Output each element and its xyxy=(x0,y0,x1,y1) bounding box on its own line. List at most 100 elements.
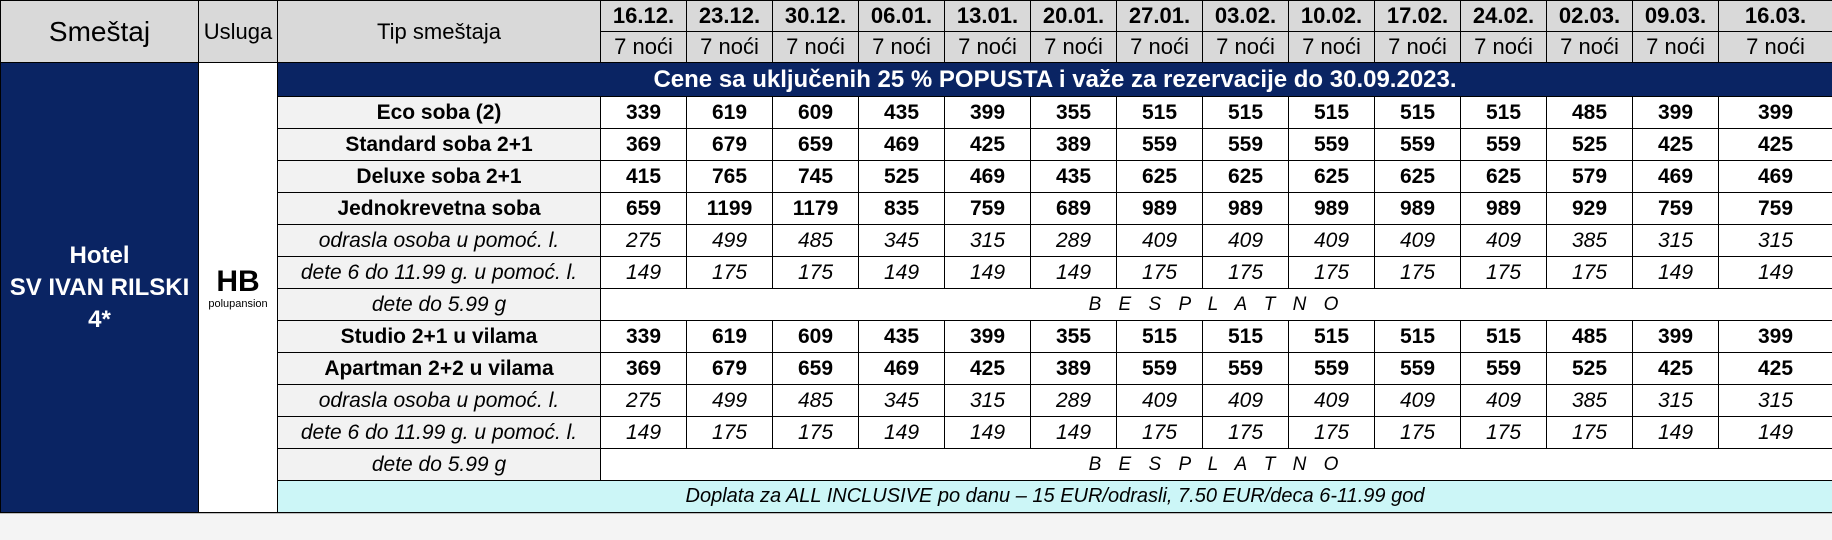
price-cell: 579 xyxy=(1547,161,1633,193)
price-cell: 435 xyxy=(1031,161,1117,193)
price-cell: 275 xyxy=(601,225,687,257)
price-cell: 399 xyxy=(1633,321,1719,353)
price-cell: 425 xyxy=(945,129,1031,161)
price-cell: 485 xyxy=(773,225,859,257)
price-cell: 625 xyxy=(1375,161,1461,193)
price-cell: 175 xyxy=(1461,417,1547,449)
price-cell: 625 xyxy=(1461,161,1547,193)
price-cell: 399 xyxy=(945,321,1031,353)
price-cell: 989 xyxy=(1375,193,1461,225)
room-type-label: odrasla osoba u pomoć. l. xyxy=(278,385,601,417)
header-nights: 7 noći xyxy=(687,32,773,63)
price-cell: 515 xyxy=(1203,321,1289,353)
hotel-name-line: Hotel xyxy=(1,240,198,272)
header-nights: 7 noći xyxy=(601,32,687,63)
price-cell: 759 xyxy=(945,193,1031,225)
price-cell: 989 xyxy=(1203,193,1289,225)
price-cell: 425 xyxy=(945,353,1031,385)
header-date: 03.02. xyxy=(1203,1,1289,32)
header-nights: 7 noći xyxy=(1031,32,1117,63)
price-cell: 149 xyxy=(945,417,1031,449)
header-date: 13.01. xyxy=(945,1,1031,32)
price-cell: 339 xyxy=(601,321,687,353)
price-cell: 369 xyxy=(601,129,687,161)
price-cell: 355 xyxy=(1031,321,1117,353)
price-cell: 989 xyxy=(1117,193,1203,225)
price-cell: 345 xyxy=(859,385,945,417)
price-cell: 149 xyxy=(859,257,945,289)
price-cell: 1179 xyxy=(773,193,859,225)
price-cell: 485 xyxy=(1547,97,1633,129)
free-note: B E S P L A T N O xyxy=(601,449,1832,481)
price-cell: 409 xyxy=(1375,385,1461,417)
price-cell: 385 xyxy=(1547,225,1633,257)
price-cell: 625 xyxy=(1289,161,1375,193)
price-cell: 339 xyxy=(601,97,687,129)
price-cell: 515 xyxy=(1289,97,1375,129)
price-cell: 175 xyxy=(687,257,773,289)
price-cell: 409 xyxy=(1375,225,1461,257)
price-cell: 175 xyxy=(1547,417,1633,449)
price-cell: 469 xyxy=(1719,161,1832,193)
header-accommodation: Smeštaj xyxy=(1,1,199,63)
price-cell: 619 xyxy=(687,321,773,353)
price-cell: 469 xyxy=(859,353,945,385)
price-cell: 175 xyxy=(773,257,859,289)
price-cell: 515 xyxy=(1203,97,1289,129)
price-cell: 175 xyxy=(1289,257,1375,289)
header-date: 27.01. xyxy=(1117,1,1203,32)
header-date: 23.12. xyxy=(687,1,773,32)
price-cell: 409 xyxy=(1117,385,1203,417)
price-cell: 345 xyxy=(859,225,945,257)
price-cell: 435 xyxy=(859,321,945,353)
price-cell: 175 xyxy=(687,417,773,449)
free-note: B E S P L A T N O xyxy=(601,289,1832,321)
price-cell: 759 xyxy=(1633,193,1719,225)
price-cell: 435 xyxy=(859,97,945,129)
price-cell: 175 xyxy=(1289,417,1375,449)
price-cell: 315 xyxy=(1719,385,1832,417)
price-cell: 175 xyxy=(1117,417,1203,449)
price-cell: 389 xyxy=(1031,353,1117,385)
price-cell: 659 xyxy=(601,193,687,225)
price-cell: 425 xyxy=(1719,353,1832,385)
price-cell: 469 xyxy=(1633,161,1719,193)
price-cell: 149 xyxy=(859,417,945,449)
header-nights: 7 noći xyxy=(1375,32,1461,63)
price-cell: 515 xyxy=(1117,97,1203,129)
price-table: Smeštaj Usluga Tip smeštaja 16.12. 23.12… xyxy=(0,0,1832,513)
room-type-label: Jednokrevetna soba xyxy=(278,193,601,225)
price-cell: 315 xyxy=(1719,225,1832,257)
price-cell: 149 xyxy=(1633,257,1719,289)
price-cell: 149 xyxy=(1719,417,1832,449)
price-cell: 515 xyxy=(1117,321,1203,353)
price-cell: 515 xyxy=(1375,97,1461,129)
price-cell: 559 xyxy=(1289,129,1375,161)
price-cell: 149 xyxy=(1031,257,1117,289)
price-cell: 745 xyxy=(773,161,859,193)
price-cell: 515 xyxy=(1289,321,1375,353)
discount-banner: Cene sa uključenih 25 % POPUSTA i važe z… xyxy=(278,63,1832,97)
price-cell: 469 xyxy=(859,129,945,161)
price-cell: 315 xyxy=(1633,385,1719,417)
price-cell: 559 xyxy=(1375,353,1461,385)
hotel-name-cell: Hotel SV IVAN RILSKI 4* xyxy=(1,63,199,513)
header-service: Usluga xyxy=(199,1,278,63)
header-nights: 7 noći xyxy=(1289,32,1375,63)
header-room-type: Tip smeštaja xyxy=(278,1,601,63)
price-cell: 409 xyxy=(1289,225,1375,257)
price-cell: 399 xyxy=(1719,97,1832,129)
header-nights: 7 noći xyxy=(1633,32,1719,63)
price-cell: 929 xyxy=(1547,193,1633,225)
price-cell: 619 xyxy=(687,97,773,129)
price-cell: 689 xyxy=(1031,193,1117,225)
header-date: 10.02. xyxy=(1289,1,1375,32)
price-cell: 289 xyxy=(1031,225,1117,257)
price-cell: 315 xyxy=(945,225,1031,257)
price-cell: 175 xyxy=(1375,257,1461,289)
room-type-label: Studio 2+1 u vilama xyxy=(278,321,601,353)
price-cell: 149 xyxy=(1031,417,1117,449)
price-cell: 389 xyxy=(1031,129,1117,161)
room-type-label: dete do 5.99 g xyxy=(278,449,601,481)
price-cell: 499 xyxy=(687,225,773,257)
